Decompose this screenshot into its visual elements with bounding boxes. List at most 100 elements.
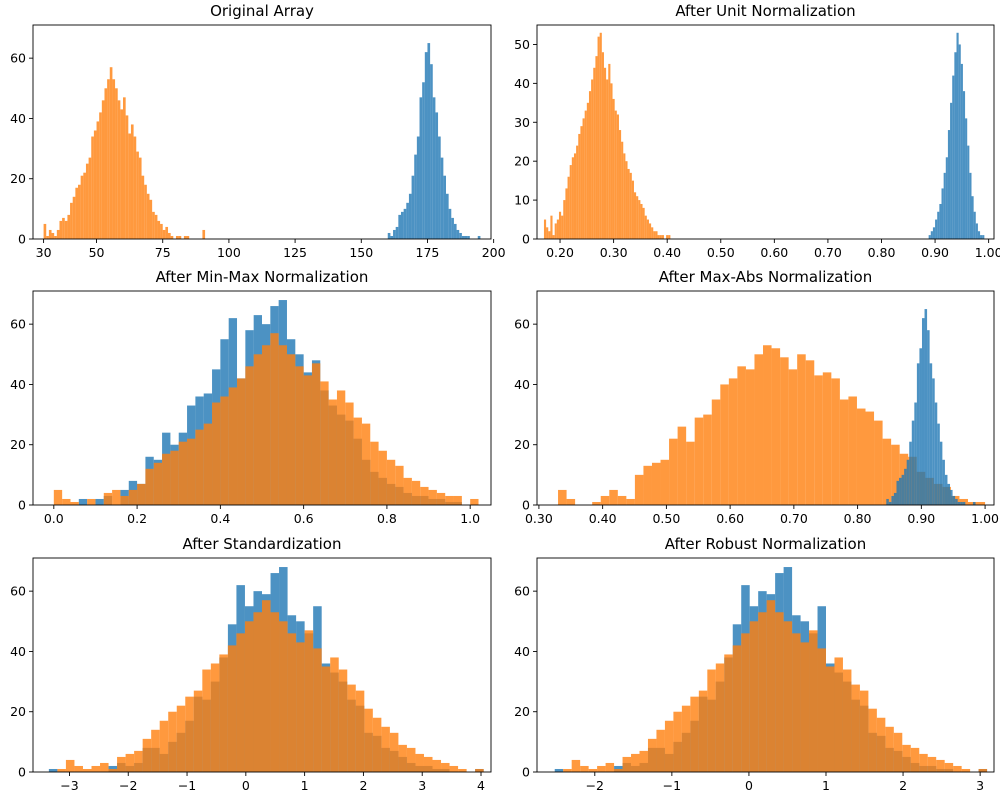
bar — [70, 501, 79, 505]
x-tick-label: 0.40 — [589, 511, 617, 526]
bar — [422, 82, 425, 239]
bar — [947, 483, 951, 505]
bar — [571, 157, 574, 239]
bar — [395, 226, 399, 239]
series-2 — [563, 600, 988, 772]
bar — [653, 231, 656, 239]
bar — [648, 223, 652, 239]
bar — [582, 118, 585, 239]
bar — [978, 768, 988, 772]
x-tick-label: 1 — [301, 778, 309, 793]
x-tick-label: 150 — [349, 245, 373, 260]
bar — [398, 744, 407, 772]
bar — [939, 203, 942, 239]
bar — [571, 759, 581, 772]
bar — [270, 333, 279, 505]
x-tick-label: 3 — [976, 778, 984, 793]
bar — [605, 762, 615, 772]
bar — [128, 489, 138, 505]
bar — [185, 696, 194, 772]
bar — [694, 417, 704, 505]
bar — [885, 726, 894, 772]
bar — [543, 219, 547, 239]
bar — [87, 498, 96, 505]
bar — [477, 235, 481, 239]
bar — [159, 720, 169, 772]
bar — [108, 765, 118, 772]
bar — [435, 112, 439, 239]
bar — [720, 384, 729, 505]
x-tick-label: 0.0 — [44, 511, 64, 526]
bar — [580, 765, 589, 772]
bar — [732, 645, 742, 772]
bar — [638, 200, 641, 239]
bar — [690, 696, 699, 772]
bar — [558, 211, 562, 239]
bar — [178, 441, 188, 505]
bar — [70, 202, 73, 239]
bar — [603, 67, 607, 239]
bar — [423, 756, 433, 772]
bar — [449, 765, 459, 772]
x-tick-label: −1 — [178, 778, 196, 793]
bar — [411, 175, 415, 239]
subplot-title: After Unit Normalization — [675, 2, 855, 20]
bar — [186, 235, 190, 239]
bar — [441, 762, 450, 772]
bar — [448, 208, 452, 239]
bar — [244, 621, 254, 772]
x-tick-label: 0.4 — [210, 511, 230, 526]
bar — [398, 214, 401, 239]
bar — [62, 217, 65, 239]
bar — [142, 738, 152, 772]
bar — [651, 227, 654, 239]
bar — [754, 354, 764, 505]
bar — [965, 118, 968, 239]
bar — [550, 215, 553, 239]
bar — [355, 690, 365, 772]
bar — [865, 411, 875, 505]
axes-frame — [536, 557, 995, 773]
x-tick-label: 100 — [217, 245, 241, 260]
bar — [629, 172, 632, 239]
bars — [48, 567, 484, 772]
x-tick-label: 1.0 — [460, 511, 480, 526]
bar — [428, 489, 437, 505]
bar — [677, 426, 687, 505]
y-tick-label: 20 — [10, 704, 26, 719]
bar — [633, 192, 637, 239]
bar — [715, 663, 725, 772]
bar — [606, 79, 609, 239]
y-tick-label: 40 — [514, 377, 530, 392]
bar — [304, 630, 314, 772]
y-tick-label: 20 — [514, 437, 530, 452]
bar — [83, 172, 86, 239]
y-tick-label: 60 — [10, 584, 26, 599]
y-tick-label: 40 — [10, 111, 26, 126]
bar — [408, 193, 412, 239]
x-tick-label: 0.90 — [907, 511, 935, 526]
x-tick-label: 50 — [89, 245, 105, 260]
bar — [303, 375, 312, 505]
bar — [313, 648, 322, 772]
axes-frame — [536, 290, 995, 506]
axes-frame — [32, 24, 492, 240]
bar — [438, 136, 441, 239]
bar — [902, 744, 911, 772]
bar — [851, 684, 860, 772]
bar — [668, 235, 671, 239]
bar — [345, 402, 354, 505]
bar — [65, 759, 75, 772]
bar — [919, 348, 922, 505]
bar — [955, 498, 958, 505]
bar — [967, 501, 977, 505]
bar — [980, 235, 983, 239]
bar — [944, 474, 948, 505]
bar — [125, 115, 129, 239]
bar — [101, 100, 105, 239]
bar — [891, 495, 894, 505]
bar — [569, 165, 572, 239]
bar — [262, 345, 271, 505]
bar — [783, 621, 793, 772]
bar — [874, 420, 883, 505]
